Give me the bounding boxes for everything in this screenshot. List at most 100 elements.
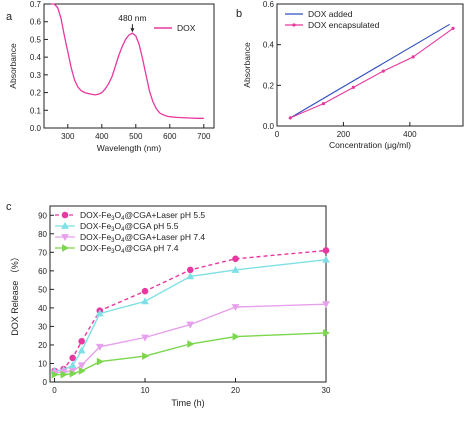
data-point xyxy=(141,287,149,295)
y-tick-label: 70 xyxy=(38,248,47,257)
x-tick-label: 700 xyxy=(197,132,211,141)
x-tick-label: 500 xyxy=(129,132,143,141)
x-tick-label: 20 xyxy=(231,386,240,395)
panel-a-absorbance-spectrum: a 300 400 500 600 700 0.0 0.1 0.2 0.3 0.4 0.5 0.6 0.7… xyxy=(6,0,215,153)
y-tick-label: 0.6 xyxy=(263,0,275,9)
data-point xyxy=(231,304,240,311)
x-axis-title: Time (h) xyxy=(171,398,204,408)
data-point xyxy=(96,357,104,366)
data-point xyxy=(186,321,195,329)
y-tick-label: 20 xyxy=(38,341,47,350)
data-point xyxy=(186,266,194,274)
series-line-dox xyxy=(50,3,204,119)
x-tick-label: 0 xyxy=(275,130,280,139)
legend-subscript: 4 xyxy=(121,238,125,244)
x-tick-label: 600 xyxy=(163,132,177,141)
x-tick-label: 300 xyxy=(61,132,75,141)
panel-b-calibration: b 0 200 400 0.0 0.2 0.4 0.6 Concentration (μg/ml… xyxy=(236,0,464,150)
data-point xyxy=(60,370,68,379)
data-point xyxy=(232,332,240,341)
y-axis-title: DOX Release （%） xyxy=(10,252,20,336)
legend-label: DOX-Fe3O4@CGA pH 5.5 xyxy=(80,221,179,233)
y-tick-label: 0.5 xyxy=(30,35,42,44)
legend-label: DOX-Fe3O4@CGA pH 7.4 xyxy=(80,243,179,255)
plot-frame xyxy=(49,205,327,383)
y-tick-label: 0.0 xyxy=(263,122,275,131)
legend-text: DOX-Fe xyxy=(80,243,111,253)
legend-text: DOX-Fe xyxy=(80,210,111,220)
x-axis-title: Wavelength (nm) xyxy=(97,143,162,153)
x-axis-title: Concentration (μg/ml) xyxy=(329,140,411,150)
data-point xyxy=(69,354,76,362)
y-tick-label: 90 xyxy=(38,211,47,220)
legend-text: O xyxy=(115,243,122,253)
legend-marker xyxy=(292,23,296,27)
x-tick-label: 200 xyxy=(337,130,351,139)
legend-label: DOX encapsulated xyxy=(308,20,380,30)
y-tick-label: 30 xyxy=(38,322,47,331)
legend-text: DOX-Fe xyxy=(80,221,111,231)
data-point xyxy=(232,255,239,263)
data-point xyxy=(141,297,149,305)
data-point xyxy=(95,343,104,351)
legend-subscript: 4 xyxy=(121,216,125,222)
legend-text: @CGA pH 7.4 xyxy=(124,243,178,253)
legend-marker xyxy=(61,221,69,229)
y-tick-label: 10 xyxy=(38,359,47,368)
legend-text: @CGA pH 5.5 xyxy=(124,221,178,231)
y-tick-label: 0 xyxy=(43,378,48,387)
data-point xyxy=(323,329,331,337)
legend-label: DOX xyxy=(177,23,196,33)
data-point xyxy=(51,370,59,379)
data-point xyxy=(321,102,326,106)
data-point xyxy=(78,337,85,345)
data-point xyxy=(78,367,86,375)
data-point xyxy=(69,369,77,378)
legend-text: @CGA+Laser pH 7.4 xyxy=(124,232,205,242)
annotation-arrowhead xyxy=(130,28,135,33)
legend-text: @CGA+Laser pH 5.5 xyxy=(124,210,205,220)
plot-frame xyxy=(276,3,464,127)
data-point xyxy=(451,26,455,30)
panel-c-release-profile: c 0 10 20 30 0 10 20 30 40 50 60 70 80 90 Time (h) DOX R… xyxy=(6,201,331,408)
panel-label: c xyxy=(6,201,12,213)
y-tick-label: 80 xyxy=(38,230,47,239)
data-point xyxy=(187,340,195,348)
data-point xyxy=(77,362,86,370)
data-point xyxy=(381,69,385,73)
series-line-dox-added xyxy=(290,23,450,119)
y-tick-label: 0.7 xyxy=(30,0,42,9)
y-tick-label: 40 xyxy=(38,304,47,313)
x-tick-label: 30 xyxy=(322,386,331,395)
legend-subscript: 4 xyxy=(121,227,125,233)
legend-label: DOX added xyxy=(308,9,353,19)
data-point xyxy=(77,346,86,354)
legend-text: DOX-Fe xyxy=(80,232,111,242)
legend-marker xyxy=(61,211,69,219)
data-point xyxy=(322,255,330,263)
data-point xyxy=(351,85,355,89)
series-line-2 xyxy=(54,303,327,374)
legend-marker xyxy=(61,234,69,242)
data-point xyxy=(411,55,415,59)
panel-label: b xyxy=(236,8,242,20)
legend-text: O xyxy=(115,221,122,231)
legend-subscript: 3 xyxy=(111,216,115,222)
legend-text: O xyxy=(115,232,122,242)
data-point xyxy=(231,265,240,273)
annotation-label: 480 nm xyxy=(118,13,146,23)
legend-subscript: 3 xyxy=(111,249,115,255)
x-tick-label: 0 xyxy=(52,386,57,395)
series-line-dox-encapsulated xyxy=(290,27,454,119)
legend-subscript: 4 xyxy=(121,249,125,255)
legend-text: O xyxy=(115,210,122,220)
y-tick-label: 0.0 xyxy=(30,124,42,133)
y-tick-label: 0.4 xyxy=(263,41,275,50)
data-point xyxy=(142,352,150,360)
legend-marker xyxy=(62,244,70,252)
y-axis-title: Absorbance xyxy=(8,43,18,89)
y-tick-label: 0.4 xyxy=(30,53,42,62)
x-tick-label: 400 xyxy=(95,132,109,141)
y-tick-label: 0.2 xyxy=(30,89,42,98)
